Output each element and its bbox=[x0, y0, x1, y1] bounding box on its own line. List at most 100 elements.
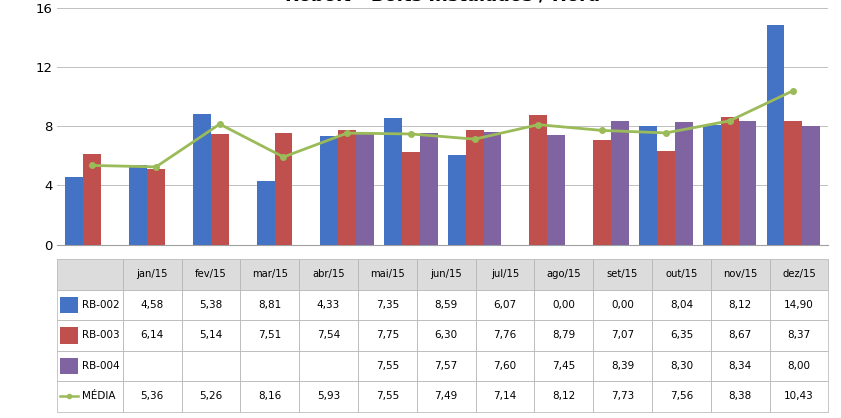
Text: 4,33: 4,33 bbox=[317, 300, 340, 310]
Text: abr/15: abr/15 bbox=[312, 270, 345, 279]
Text: 7,49: 7,49 bbox=[435, 392, 458, 401]
Bar bbox=[770, 381, 828, 412]
Bar bbox=[652, 381, 711, 412]
Bar bbox=[299, 290, 358, 320]
Bar bbox=[534, 320, 593, 351]
Bar bbox=[475, 290, 534, 320]
Bar bbox=[123, 351, 182, 381]
Bar bbox=[123, 381, 182, 412]
Text: 7,56: 7,56 bbox=[669, 392, 693, 401]
Text: 8,67: 8,67 bbox=[728, 331, 752, 340]
Text: 8,00: 8,00 bbox=[787, 361, 811, 371]
Text: 5,38: 5,38 bbox=[199, 300, 223, 310]
Bar bbox=[57, 320, 123, 351]
Bar bbox=[274, 133, 293, 245]
Bar bbox=[241, 320, 299, 351]
Bar bbox=[534, 259, 593, 290]
Bar bbox=[721, 117, 738, 245]
Text: fev/15: fev/15 bbox=[195, 270, 227, 279]
Text: 6,35: 6,35 bbox=[669, 331, 693, 340]
Bar bbox=[417, 259, 475, 290]
Bar bbox=[358, 290, 417, 320]
Text: 7,14: 7,14 bbox=[494, 392, 516, 401]
Bar bbox=[123, 259, 182, 290]
Bar bbox=[182, 290, 241, 320]
Bar bbox=[657, 151, 674, 245]
Bar bbox=[738, 121, 756, 245]
Bar bbox=[770, 320, 828, 351]
Text: 5,36: 5,36 bbox=[140, 392, 164, 401]
Text: 6,07: 6,07 bbox=[494, 300, 516, 310]
Bar bbox=[417, 351, 475, 381]
Bar bbox=[257, 181, 274, 245]
Bar bbox=[652, 320, 711, 351]
Bar bbox=[147, 168, 165, 245]
Text: 6,30: 6,30 bbox=[435, 331, 458, 340]
Bar bbox=[770, 290, 828, 320]
Bar bbox=[241, 259, 299, 290]
Bar bbox=[358, 320, 417, 351]
Text: 5,14: 5,14 bbox=[199, 331, 223, 340]
Bar bbox=[711, 290, 770, 320]
Bar bbox=[182, 259, 241, 290]
Text: 0,00: 0,00 bbox=[553, 300, 575, 310]
Text: jan/15: jan/15 bbox=[136, 270, 168, 279]
Bar bbox=[593, 351, 652, 381]
Bar bbox=[123, 290, 182, 320]
Text: 10,43: 10,43 bbox=[784, 392, 814, 401]
Bar bbox=[770, 351, 828, 381]
Bar bbox=[703, 125, 721, 245]
Text: 8,16: 8,16 bbox=[258, 392, 282, 401]
Bar bbox=[611, 121, 629, 245]
Text: RB-004: RB-004 bbox=[82, 361, 119, 371]
Text: 4,58: 4,58 bbox=[140, 300, 164, 310]
Text: mai/15: mai/15 bbox=[370, 270, 405, 279]
Bar bbox=[123, 320, 182, 351]
Text: MÉDIA: MÉDIA bbox=[82, 392, 115, 401]
Bar bbox=[652, 290, 711, 320]
Bar bbox=[299, 351, 358, 381]
Text: 7,73: 7,73 bbox=[611, 392, 634, 401]
Bar bbox=[358, 351, 417, 381]
Text: 8,38: 8,38 bbox=[728, 392, 752, 401]
Bar bbox=[448, 155, 466, 245]
Text: 8,79: 8,79 bbox=[553, 331, 575, 340]
Bar bbox=[241, 381, 299, 412]
Bar bbox=[193, 115, 211, 245]
Bar bbox=[593, 259, 652, 290]
Text: 7,76: 7,76 bbox=[494, 331, 516, 340]
Bar bbox=[530, 115, 547, 245]
Bar bbox=[402, 152, 420, 245]
Bar bbox=[417, 320, 475, 351]
Bar bbox=[466, 130, 484, 245]
Bar bbox=[593, 140, 611, 245]
Text: 5,93: 5,93 bbox=[317, 392, 340, 401]
Text: ago/15: ago/15 bbox=[547, 270, 581, 279]
Bar bbox=[338, 130, 356, 245]
Bar bbox=[384, 118, 402, 245]
Bar bbox=[182, 320, 241, 351]
Bar bbox=[60, 296, 78, 314]
Bar bbox=[475, 320, 534, 351]
Text: 7,07: 7,07 bbox=[611, 331, 634, 340]
Bar bbox=[182, 381, 241, 412]
Bar bbox=[770, 259, 828, 290]
Bar bbox=[484, 133, 501, 245]
Text: 7,57: 7,57 bbox=[435, 361, 458, 371]
Bar bbox=[547, 135, 565, 245]
Bar bbox=[802, 126, 820, 245]
Bar bbox=[639, 126, 657, 245]
Bar bbox=[182, 351, 241, 381]
Text: 8,12: 8,12 bbox=[728, 300, 752, 310]
Bar bbox=[60, 327, 78, 344]
Bar bbox=[593, 320, 652, 351]
Bar bbox=[534, 351, 593, 381]
Text: 7,51: 7,51 bbox=[258, 331, 282, 340]
Bar bbox=[785, 121, 802, 245]
Bar bbox=[299, 320, 358, 351]
Text: 8,59: 8,59 bbox=[435, 300, 458, 310]
Text: 8,39: 8,39 bbox=[611, 361, 634, 371]
Text: out/15: out/15 bbox=[665, 270, 697, 279]
Text: nov/15: nov/15 bbox=[723, 270, 758, 279]
Bar bbox=[674, 122, 693, 245]
